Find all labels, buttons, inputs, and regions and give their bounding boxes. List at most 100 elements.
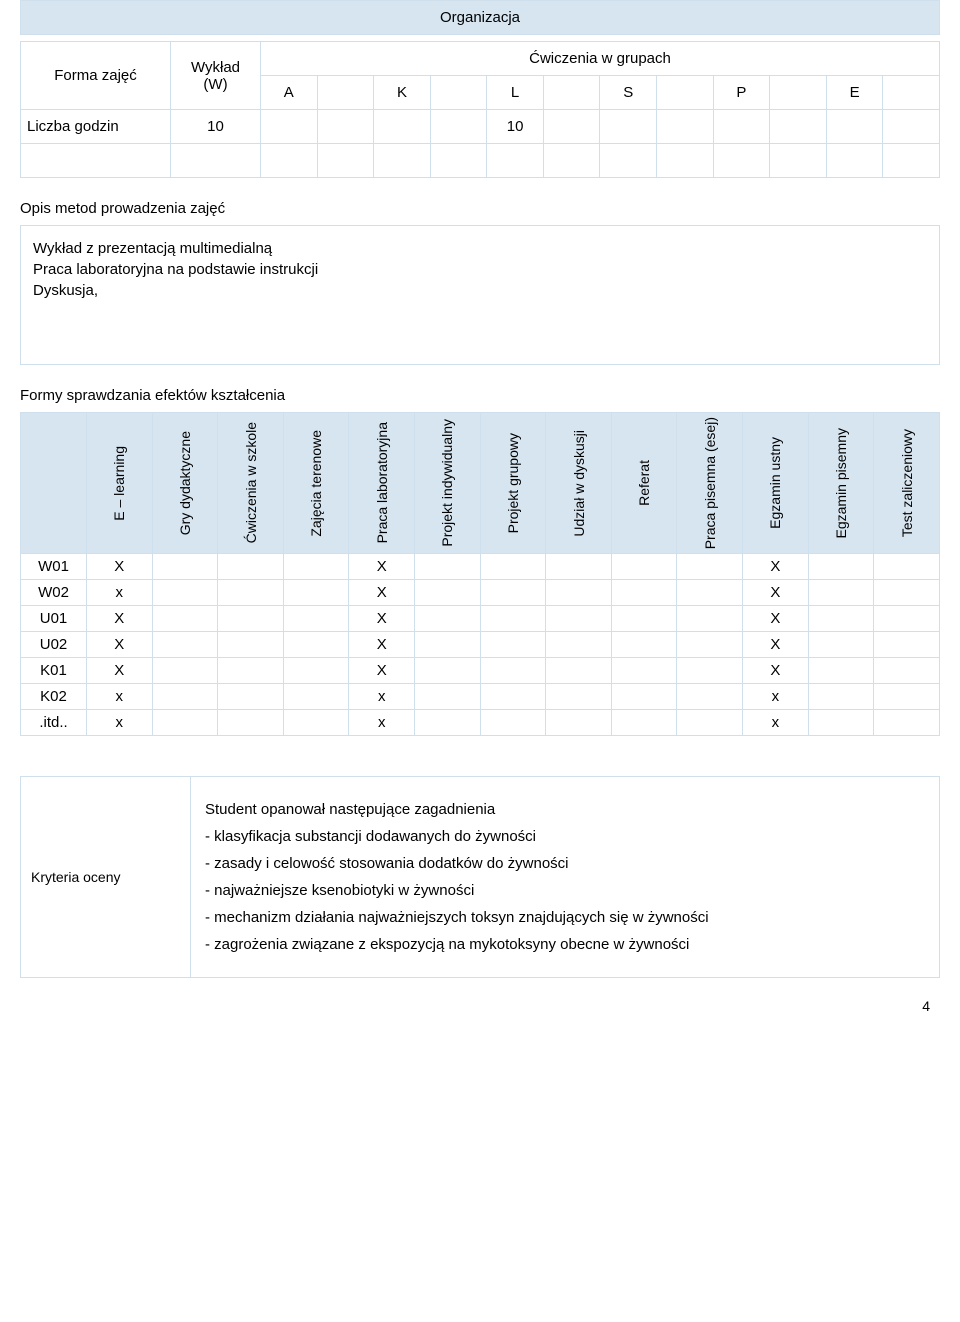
matrix-cell	[611, 710, 677, 736]
matrix-cell	[152, 580, 218, 606]
matrix-cell	[546, 580, 612, 606]
row-code: W02	[21, 580, 87, 606]
liczba-wyklad: 10	[171, 110, 261, 144]
matrix-cell: X	[743, 580, 809, 606]
col-header: Referat	[611, 413, 677, 554]
matrix-cell	[480, 632, 546, 658]
matrix-cell	[218, 580, 284, 606]
liczba-godzin-row: Liczba godzin 10 10	[21, 110, 940, 144]
matrix-cell	[546, 658, 612, 684]
matrix-cell: X	[87, 658, 153, 684]
formy-matrix: E – learning Gry dydaktyczne Ćwiczenia w…	[20, 412, 940, 736]
matrix-cell	[152, 632, 218, 658]
metody-line: Wykład z prezentacją multimedialną	[33, 240, 927, 257]
col-header: Projekt grupowy	[480, 413, 546, 554]
kryteria-intro: Student opanował następujące zagadnienia	[205, 801, 925, 818]
matrix-cell	[480, 580, 546, 606]
matrix-cell	[546, 554, 612, 580]
metody-line: Dyskusja,	[33, 282, 927, 299]
matrix-cell	[415, 554, 481, 580]
matrix-cell: X	[349, 580, 415, 606]
matrix-row: W02x X X	[21, 580, 940, 606]
matrix-cell	[480, 554, 546, 580]
matrix-cell	[677, 710, 743, 736]
matrix-cell	[415, 684, 481, 710]
matrix-cell	[415, 580, 481, 606]
organizacja-table: Organizacja	[20, 0, 940, 35]
cwiczenia-header: Ćwiczenia w grupach	[261, 42, 940, 76]
row-code: U01	[21, 606, 87, 632]
matrix-cell	[677, 580, 743, 606]
matrix-cell	[677, 554, 743, 580]
kryteria-label: Kryteria oceny	[21, 777, 191, 977]
matrix-cell: X	[743, 606, 809, 632]
matrix-cell	[611, 580, 677, 606]
row-code: K01	[21, 658, 87, 684]
matrix-cell	[808, 658, 874, 684]
col-header: Zajęcia terenowe	[283, 413, 349, 554]
row-code: W01	[21, 554, 87, 580]
matrix-cell	[283, 710, 349, 736]
matrix-corner	[21, 413, 87, 554]
kryteria-bullet: - najważniejsze ksenobiotyki w żywności	[205, 882, 925, 899]
matrix-cell	[546, 606, 612, 632]
col-header: Egzamin ustny	[743, 413, 809, 554]
liczba-label: Liczba godzin	[21, 110, 171, 144]
empty-row	[21, 144, 940, 178]
matrix-cell: X	[87, 632, 153, 658]
col-header: Test zaliczeniowy	[874, 413, 940, 554]
matrix-header-row: E – learning Gry dydaktyczne Ćwiczenia w…	[21, 413, 940, 554]
matrix-row: U02XXX	[21, 632, 940, 658]
kryteria-bullet: - zasady i celowość stosowania dodatków …	[205, 855, 925, 872]
matrix-cell: X	[349, 606, 415, 632]
kryteria-box: Kryteria oceny Student opanował następuj…	[20, 776, 940, 978]
matrix-cell	[415, 632, 481, 658]
matrix-cell: X	[743, 554, 809, 580]
matrix-cell: x	[349, 710, 415, 736]
matrix-cell	[808, 606, 874, 632]
matrix-cell: x	[87, 580, 153, 606]
col-header: Praca pisemna (esej)	[677, 413, 743, 554]
col-header: E – learning	[87, 413, 153, 554]
matrix-cell	[808, 684, 874, 710]
matrix-cell	[283, 658, 349, 684]
matrix-cell	[415, 606, 481, 632]
col-K: K	[374, 76, 431, 110]
col-header: Ćwiczenia w szkole	[218, 413, 284, 554]
matrix-cell	[546, 710, 612, 736]
matrix-cell: X	[743, 658, 809, 684]
matrix-cell: X	[349, 658, 415, 684]
matrix-cell	[611, 684, 677, 710]
matrix-cell	[218, 606, 284, 632]
matrix-cell	[218, 554, 284, 580]
matrix-cell: x	[743, 684, 809, 710]
matrix-cell	[808, 710, 874, 736]
forma-zajec-label: Forma zajęć	[21, 42, 171, 110]
col-header: Udział w dyskusji	[546, 413, 612, 554]
matrix-cell	[480, 710, 546, 736]
matrix-cell: x	[743, 710, 809, 736]
wyklad-line2: (W)	[177, 76, 254, 93]
metody-line: Praca laboratoryjna na podstawie instruk…	[33, 261, 927, 278]
matrix-cell	[480, 658, 546, 684]
matrix-cell	[874, 684, 940, 710]
matrix-row: K01XXX	[21, 658, 940, 684]
matrix-cell	[218, 710, 284, 736]
kryteria-bullet: - zagrożenia związane z ekspozycją na my…	[205, 936, 925, 953]
matrix-cell	[874, 606, 940, 632]
matrix-cell	[611, 606, 677, 632]
wyklad-line1: Wykład	[177, 59, 254, 76]
kryteria-content: Student opanował następujące zagadnienia…	[191, 777, 939, 977]
matrix-cell	[874, 632, 940, 658]
matrix-cell	[677, 632, 743, 658]
matrix-cell	[152, 684, 218, 710]
matrix-cell: X	[87, 554, 153, 580]
matrix-cell	[808, 580, 874, 606]
matrix-cell	[611, 632, 677, 658]
col-header: Praca laboratoryjna	[349, 413, 415, 554]
matrix-cell	[283, 554, 349, 580]
matrix-cell	[415, 710, 481, 736]
matrix-cell	[611, 554, 677, 580]
matrix-cell: x	[87, 710, 153, 736]
matrix-cell	[152, 554, 218, 580]
